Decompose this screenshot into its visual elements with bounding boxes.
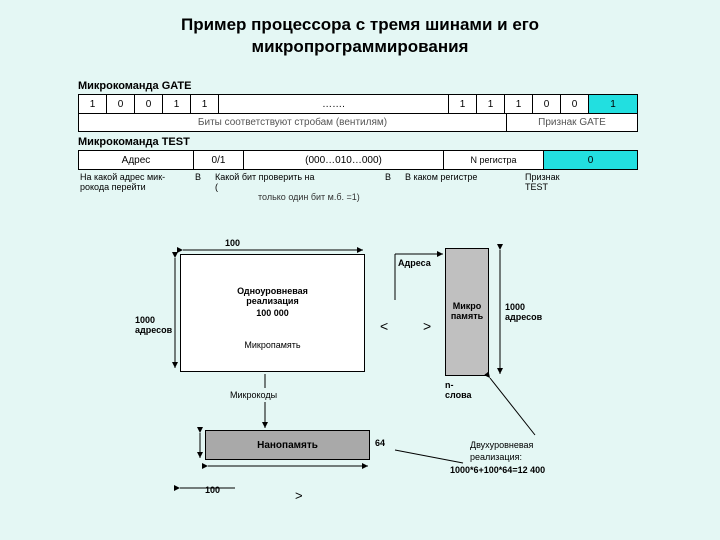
gate-bit: 1 [163, 95, 191, 113]
page-title: Пример процессора с тремя шинами и его м… [0, 0, 720, 62]
test-desc: В каком регистре [403, 172, 523, 192]
gate-row: 1 0 0 1 1 ……. 1 1 1 0 0 1 [78, 94, 638, 114]
title-line-1: Пример процессора с тремя шинами и его [181, 15, 539, 34]
test-cell-flag: 0 [544, 151, 637, 169]
gate-bit: 1 [477, 95, 505, 113]
test-desc: На какой адрес мик- рокода перейти [78, 172, 193, 192]
gate-label: Микрокоманда GATE [78, 80, 648, 92]
test-row: Адрес 0/1 (000…010…000) N регистра 0 [78, 150, 638, 170]
gate-bit: 0 [135, 95, 163, 113]
test-cell-01: 0/1 [194, 151, 244, 169]
test-cell-addr: Адрес [79, 151, 194, 169]
test-desc-row: На какой адрес мик- рокода перейти В Как… [78, 172, 638, 192]
arrows-overlay [105, 240, 635, 530]
tables-area: Микрокоманда GATE 1 0 0 1 1 ……. 1 1 1 0 … [78, 76, 648, 202]
test-desc: Признак TEST [523, 172, 638, 192]
gate-bit-flag: 1 [589, 95, 637, 113]
test-desc: В [383, 172, 403, 192]
gate-bit: 0 [107, 95, 135, 113]
test-desc: Какой бит проверить на ( [213, 172, 383, 192]
gt-nano: > [295, 488, 303, 503]
gate-bit: 1 [79, 95, 107, 113]
gate-bit: 1 [505, 95, 533, 113]
diagram-area: Одноуровневая реализация 100 000 Микропа… [105, 240, 635, 530]
gate-bit-ellipsis: ……. [219, 95, 449, 113]
test-cell-nreg: N регистра [444, 151, 544, 169]
test-desc: В [193, 172, 213, 192]
gate-bit: 0 [533, 95, 561, 113]
gate-sub-left: Биты соответствуют стробам (вентилям) [79, 114, 507, 131]
test-cell-bitmask: (000…010…000) [244, 151, 444, 169]
gate-bit: 0 [561, 95, 589, 113]
title-line-2: микропрограммирования [252, 37, 469, 56]
gate-bit: 1 [191, 95, 219, 113]
test-label: Микрокоманда TEST [78, 136, 648, 148]
gate-bit: 1 [449, 95, 477, 113]
gate-sub-right: Признак GATE [507, 114, 637, 131]
gate-subrow: Биты соответствуют стробам (вентилям) Пр… [78, 114, 638, 132]
test-note: только один бит м.б. =1) [258, 192, 648, 202]
